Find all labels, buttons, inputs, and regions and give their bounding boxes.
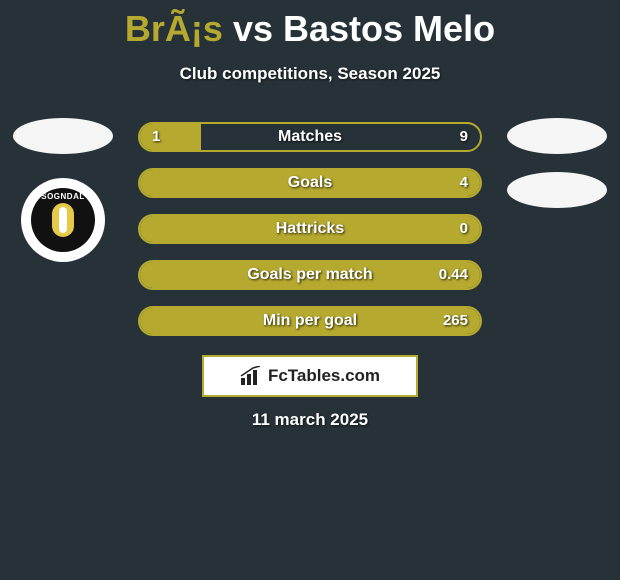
player1-name: BrÃ¡s bbox=[125, 8, 223, 49]
bar-label: Matches bbox=[140, 124, 480, 150]
bar-label: Hattricks bbox=[140, 216, 480, 242]
bar-row: 265Min per goal bbox=[138, 306, 482, 336]
bar-row: 0Hattricks bbox=[138, 214, 482, 244]
comparison-bars: 19Matches 4Goals 0Hattricks 0.44Goals per m… bbox=[138, 122, 482, 352]
date-text: 11 march 2025 bbox=[0, 410, 620, 430]
bar-row: 19Matches bbox=[138, 122, 482, 152]
left-column: SOGNDAL bbox=[8, 118, 118, 262]
page-title: BrÃ¡s vs Bastos Melo bbox=[0, 0, 620, 50]
bar-row: 4Goals bbox=[138, 168, 482, 198]
player2-club-badge-placeholder bbox=[507, 172, 607, 208]
bar-label: Goals bbox=[140, 170, 480, 196]
vs-text: vs bbox=[233, 8, 273, 49]
fctables-logo: FcTables.com bbox=[202, 355, 418, 397]
player2-avatar-placeholder bbox=[507, 118, 607, 154]
bar-label: Goals per match bbox=[140, 262, 480, 288]
right-column bbox=[502, 118, 612, 208]
chart-icon bbox=[240, 366, 262, 386]
bar-label: Min per goal bbox=[140, 308, 480, 334]
player1-avatar-placeholder bbox=[13, 118, 113, 154]
fctables-logo-text: FcTables.com bbox=[268, 366, 380, 386]
subtitle: Club competitions, Season 2025 bbox=[0, 64, 620, 84]
club-badge-text: SOGNDAL bbox=[31, 192, 95, 201]
player1-club-badge: SOGNDAL bbox=[21, 178, 105, 262]
bar-row: 0.44Goals per match bbox=[138, 260, 482, 290]
player2-name: Bastos Melo bbox=[283, 8, 495, 49]
